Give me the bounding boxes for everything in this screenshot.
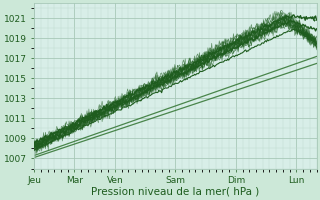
- X-axis label: Pression niveau de la mer( hPa ): Pression niveau de la mer( hPa ): [91, 187, 260, 197]
